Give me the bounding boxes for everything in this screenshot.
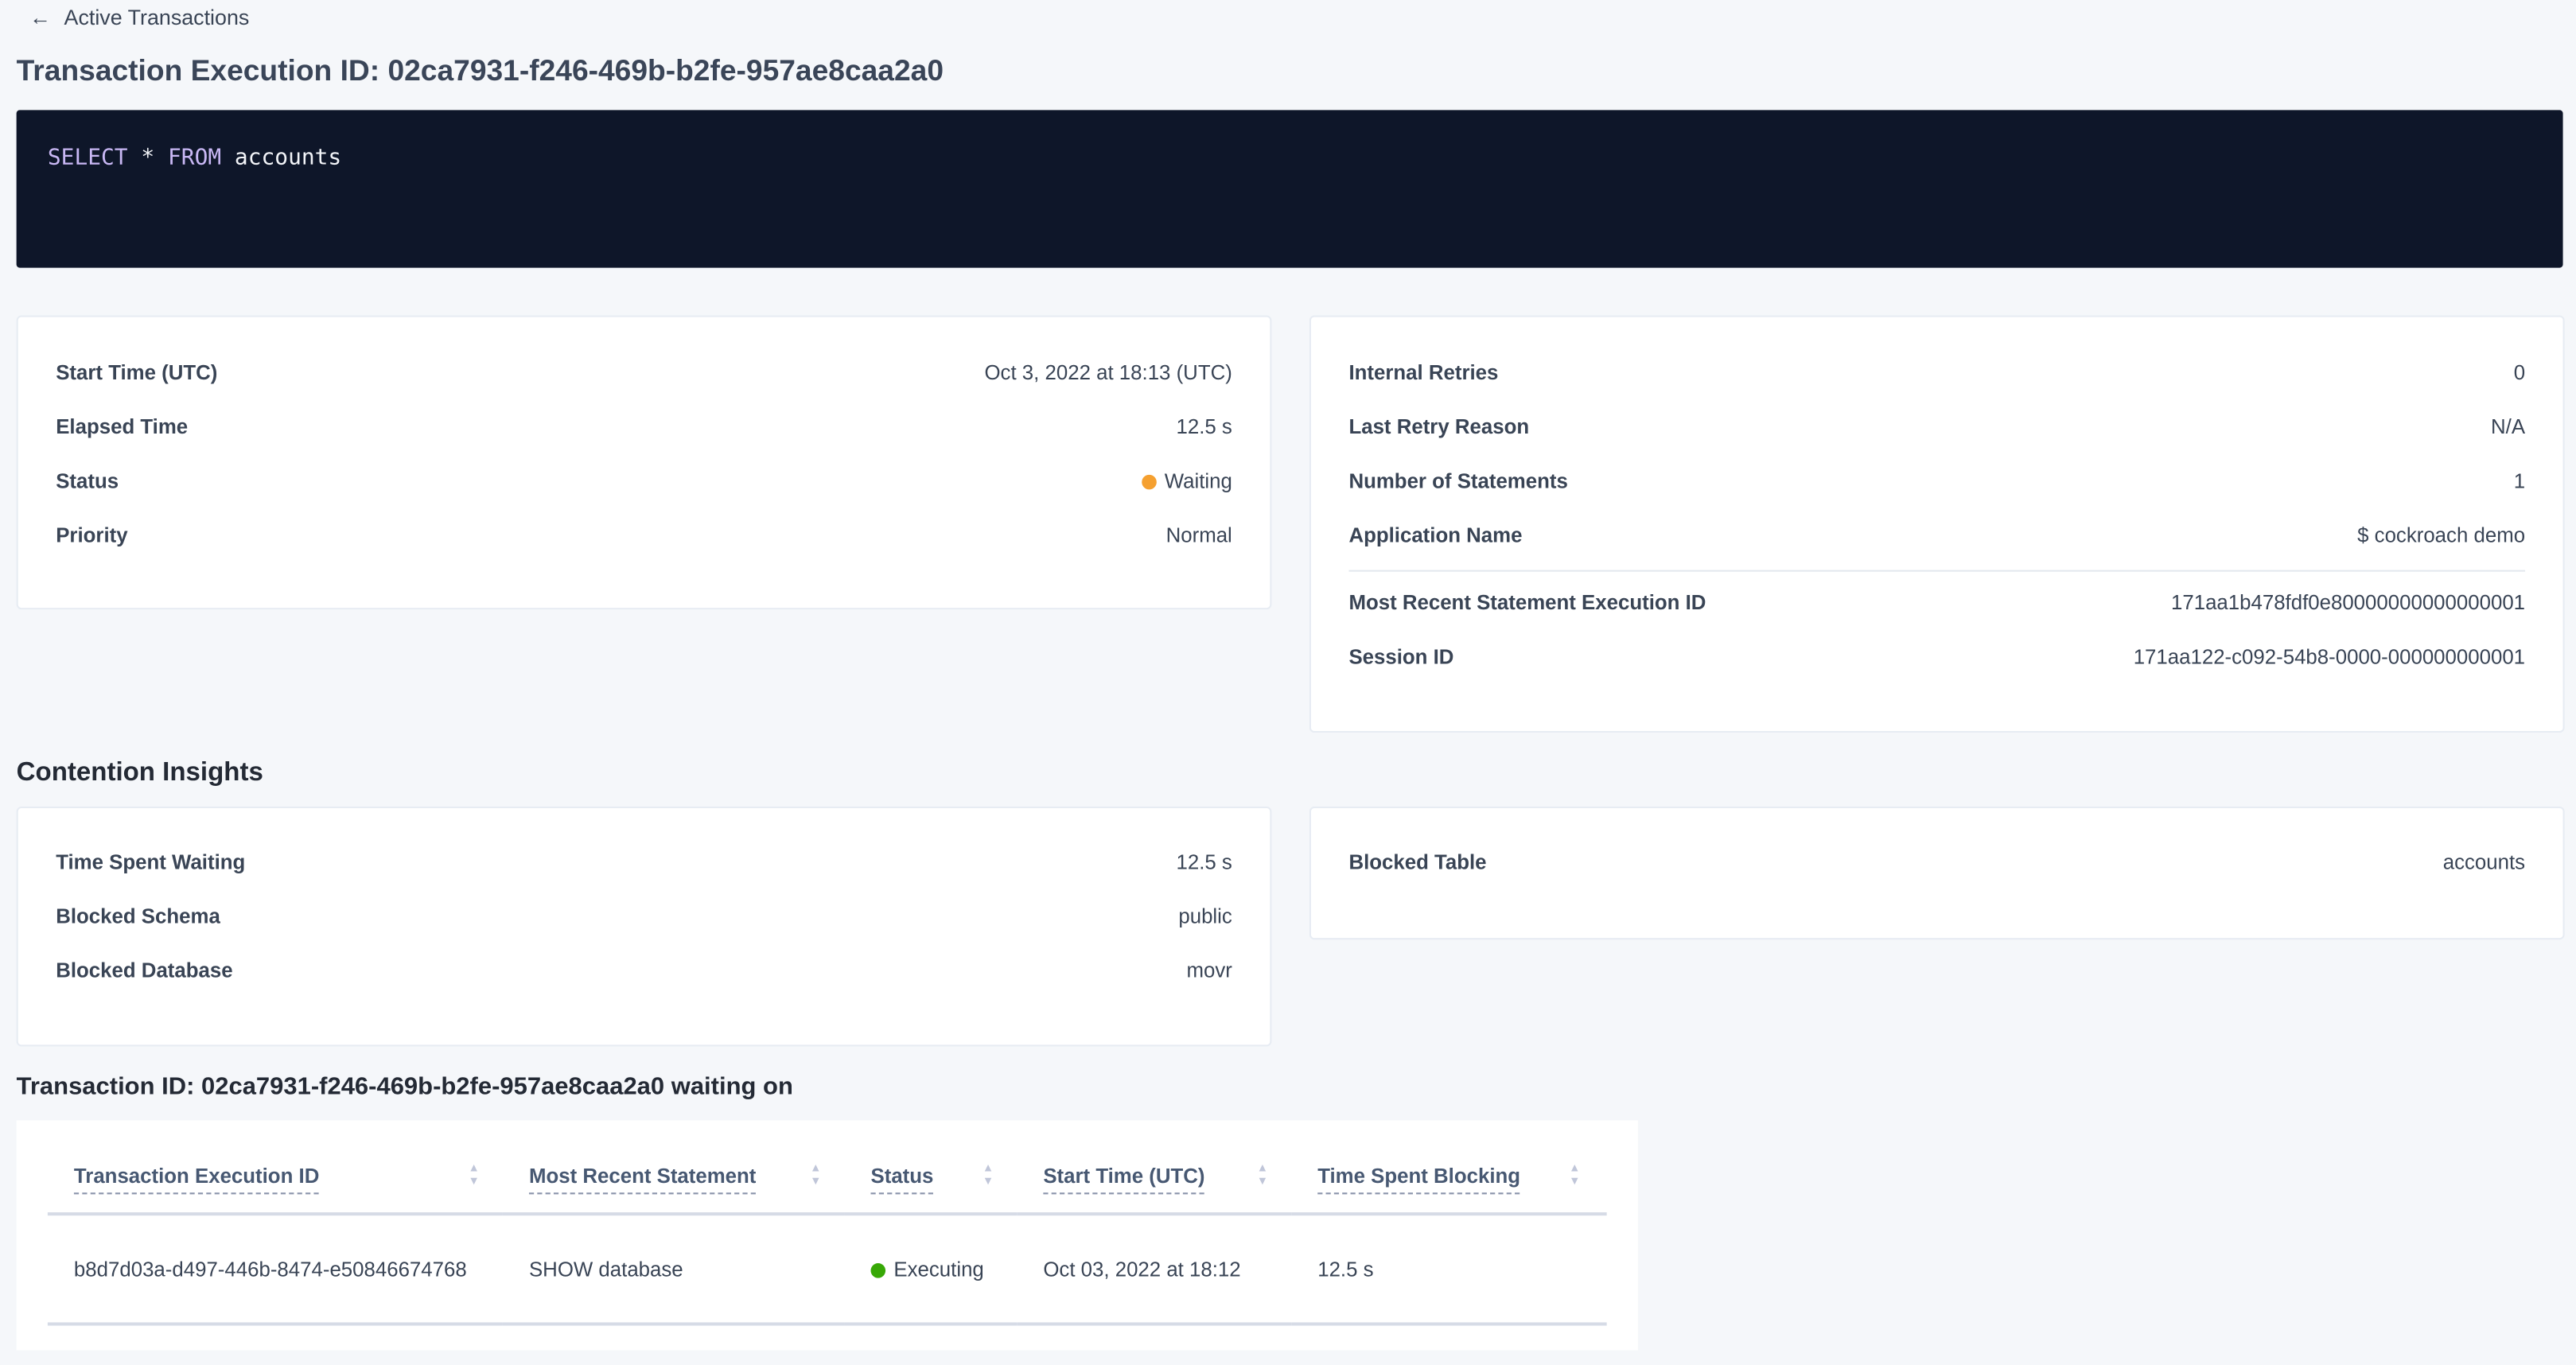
divider bbox=[1348, 570, 2526, 572]
sort-icon[interactable]: ▲ ▼ bbox=[982, 1163, 994, 1188]
detail-value: 12.5 s bbox=[1176, 850, 1232, 874]
cell-status: Executing bbox=[844, 1214, 1018, 1326]
status-dot-icon bbox=[870, 1262, 886, 1278]
detail-row: Application Name $ cockroach demo bbox=[1348, 519, 2525, 552]
detail-row: Session ID 171aa122-c092-54b8-0000-000000… bbox=[1348, 640, 2525, 673]
column-label: Time Spent Blocking bbox=[1317, 1165, 1521, 1195]
contention-card-left: Time Spent Waiting 12.5 s Blocked Schema p… bbox=[16, 806, 1272, 1047]
table-row: b8d7d03a-d497-446b-8474-e50846674768 SHO… bbox=[47, 1214, 1607, 1326]
cell-statement: SHOW database bbox=[502, 1214, 845, 1326]
detail-label: Elapsed Time bbox=[56, 415, 189, 439]
detail-label: Status bbox=[56, 469, 119, 493]
overview-card-right: Internal Retries 0 Last Retry Reason N/A N… bbox=[1309, 315, 2565, 733]
waiting-table: Transaction Execution ID ▲ ▼ Most Recent S… bbox=[47, 1140, 1607, 1326]
detail-value: $ cockroach demo bbox=[2357, 523, 2526, 547]
sql-text: * bbox=[127, 144, 168, 171]
column-header-status[interactable]: Status ▲ ▼ bbox=[844, 1140, 1018, 1216]
detail-label: Blocked Database bbox=[56, 959, 233, 982]
contention-heading: Contention Insights bbox=[16, 759, 263, 788]
sort-icon[interactable]: ▲ ▼ bbox=[810, 1163, 822, 1188]
column-label: Status bbox=[871, 1165, 934, 1195]
detail-value: N/A bbox=[2491, 415, 2526, 439]
cell-start-time: Oct 03, 2022 at 18:12 bbox=[1017, 1214, 1292, 1326]
column-header-time-blocking[interactable]: Time Spent Blocking ▲ ▼ bbox=[1291, 1140, 1607, 1216]
detail-row: Time Spent Waiting 12.5 s bbox=[56, 846, 1232, 879]
cell-time-blocking: 12.5 s bbox=[1291, 1214, 1607, 1326]
detail-row: Blocked Database movr bbox=[56, 955, 1232, 987]
detail-row: Number of Statements 1 bbox=[1348, 465, 2525, 497]
status-badge: Waiting bbox=[1141, 469, 1232, 493]
detail-label: Internal Retries bbox=[1348, 361, 1499, 385]
detail-value: 1 bbox=[2513, 469, 2526, 493]
detail-label: Blocked Schema bbox=[56, 904, 220, 928]
sort-icon[interactable]: ▲ ▼ bbox=[1569, 1163, 1581, 1188]
waiting-on-heading: Transaction ID: 02ca7931-f246-469b-b2fe-… bbox=[16, 1072, 793, 1101]
cell-transaction-id: b8d7d03a-d497-446b-8474-e50846674768 bbox=[47, 1214, 503, 1326]
detail-row: Start Time (UTC) Oct 3, 2022 at 18:13 (UT… bbox=[56, 356, 1232, 389]
detail-label: Last Retry Reason bbox=[1348, 415, 1530, 439]
detail-label: Session ID bbox=[1348, 645, 1454, 669]
detail-value: public bbox=[1178, 904, 1232, 928]
column-label: Most Recent Statement bbox=[529, 1165, 757, 1195]
session-id-link[interactable]: 171aa122-c092-54b8-0000-000000000001 bbox=[2133, 645, 2526, 669]
detail-row: Status Waiting bbox=[56, 465, 1232, 497]
detail-row: Priority Normal bbox=[56, 519, 1232, 552]
detail-value: movr bbox=[1186, 959, 1232, 982]
status-text: Waiting bbox=[1164, 469, 1232, 493]
back-link-label: Active Transactions bbox=[64, 5, 250, 30]
column-header-start-time[interactable]: Start Time (UTC) ▲ ▼ bbox=[1017, 1140, 1292, 1216]
column-header-statement[interactable]: Most Recent Statement ▲ ▼ bbox=[502, 1140, 845, 1216]
detail-value: Normal bbox=[1165, 523, 1232, 547]
detail-value: accounts bbox=[2442, 850, 2526, 874]
detail-label: Number of Statements bbox=[1348, 469, 1568, 493]
statement-execution-id-link[interactable]: 171aa1b478fdf0e80000000000000001 bbox=[2170, 591, 2526, 615]
detail-row: Last Retry Reason N/A bbox=[1348, 410, 2525, 443]
overview-card-left: Start Time (UTC) Oct 3, 2022 at 18:13 (UT… bbox=[16, 315, 1272, 610]
detail-label: Application Name bbox=[1348, 523, 1523, 547]
detail-label: Start Time (UTC) bbox=[56, 361, 218, 385]
sql-code-block: SELECT * FROM accounts bbox=[16, 110, 2563, 268]
detail-row: Blocked Table accounts bbox=[1348, 846, 2525, 879]
status-dot-icon bbox=[1141, 474, 1157, 490]
detail-value: Oct 3, 2022 at 18:13 (UTC) bbox=[984, 361, 1232, 385]
contention-card-right: Blocked Table accounts bbox=[1309, 806, 2565, 940]
detail-row: Internal Retries 0 bbox=[1348, 356, 2525, 389]
sql-keyword: SELECT bbox=[47, 144, 128, 171]
detail-label: Time Spent Waiting bbox=[56, 850, 246, 874]
detail-row: Blocked Schema public bbox=[56, 900, 1232, 933]
sort-icon[interactable]: ▲ ▼ bbox=[468, 1163, 480, 1188]
page-title: Transaction Execution ID: 02ca7931-f246-… bbox=[16, 54, 944, 88]
back-link[interactable]: ← Active Transactions bbox=[29, 5, 249, 29]
column-label: Start Time (UTC) bbox=[1043, 1165, 1205, 1195]
detail-row: Elapsed Time 12.5 s bbox=[56, 410, 1232, 443]
waiting-table-card: Transaction Execution ID ▲ ▼ Most Recent S… bbox=[16, 1120, 1638, 1351]
detail-value: 0 bbox=[2513, 361, 2526, 385]
sql-text: accounts bbox=[221, 144, 342, 171]
detail-label: Most Recent Statement Execution ID bbox=[1348, 591, 1706, 615]
column-label: Transaction Execution ID bbox=[73, 1165, 320, 1195]
detail-label: Priority bbox=[56, 523, 128, 547]
sql-keyword: FROM bbox=[167, 144, 222, 171]
column-header-transaction-id[interactable]: Transaction Execution ID ▲ ▼ bbox=[47, 1140, 503, 1216]
detail-label: Blocked Table bbox=[1348, 850, 1487, 874]
detail-value: 12.5 s bbox=[1176, 415, 1232, 439]
detail-row: Most Recent Statement Execution ID 171aa1… bbox=[1348, 586, 2525, 619]
status-text: Executing bbox=[893, 1257, 984, 1281]
arrow-left-icon: ← bbox=[29, 5, 52, 30]
sort-icon[interactable]: ▲ ▼ bbox=[1256, 1163, 1269, 1188]
